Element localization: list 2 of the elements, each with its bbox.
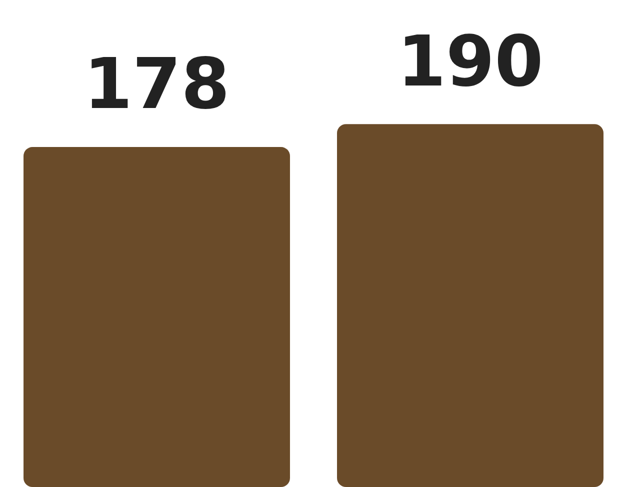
data-label: 178 bbox=[84, 43, 230, 126]
data-label: 190 bbox=[397, 20, 544, 102]
